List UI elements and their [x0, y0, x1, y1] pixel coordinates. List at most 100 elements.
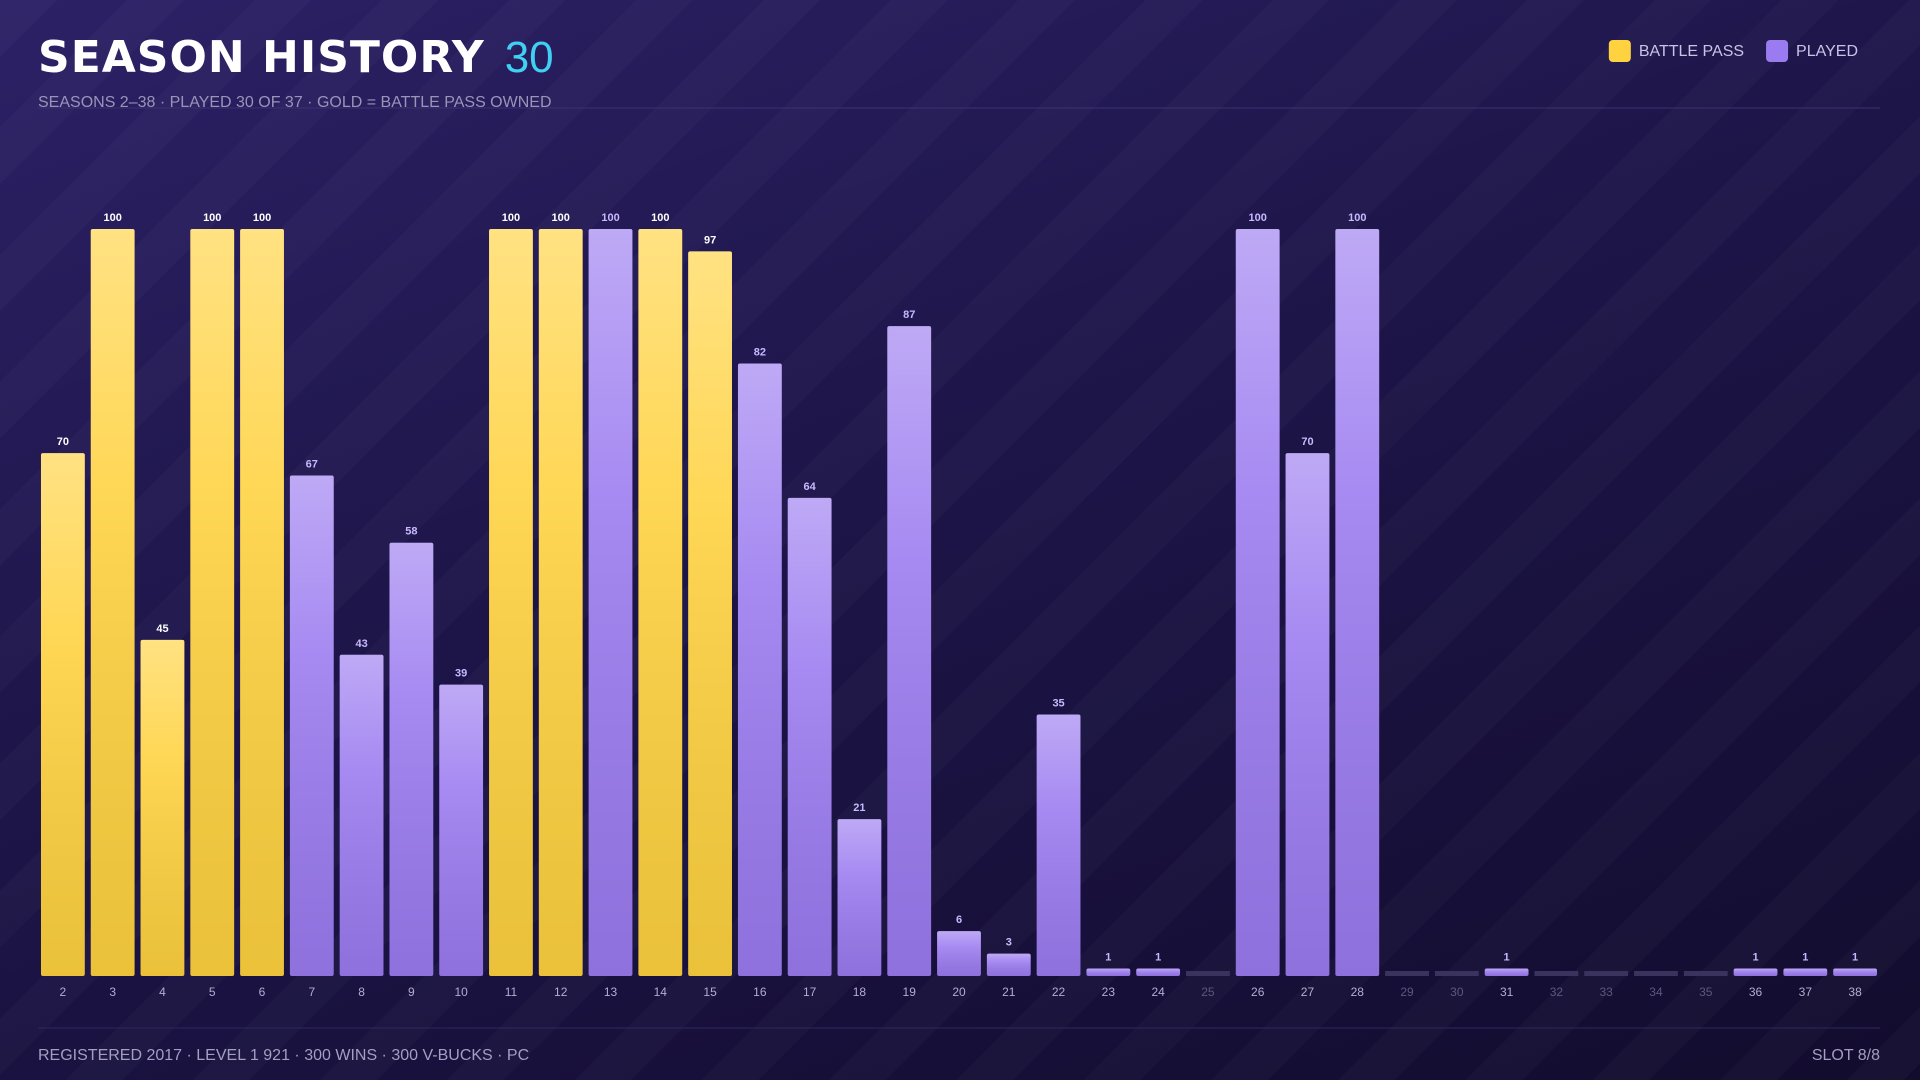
bar-sheen [339, 654, 384, 976]
x-tick-label: 25 [1201, 985, 1215, 999]
played-count: 30 [505, 33, 554, 82]
legend-label: PLAYED [1796, 43, 1858, 60]
bar-sheen [787, 497, 832, 976]
value-label: 100 [1249, 212, 1267, 224]
value-label: 100 [1348, 212, 1366, 224]
bar-sheen [489, 229, 533, 976]
x-tick-label: 24 [1151, 985, 1165, 999]
footer-info: REGISTERED 2017 · LEVEL 1 921 · 300 WINS… [38, 1047, 529, 1064]
x-tick-label: 17 [803, 985, 817, 999]
x-tick-label: 4 [159, 985, 166, 999]
x-tick-label: 36 [1749, 985, 1763, 999]
legend-swatch [1608, 40, 1631, 62]
bar-sheen [986, 953, 1031, 976]
x-tick-label: 23 [1102, 985, 1116, 999]
value-label: 100 [552, 212, 570, 224]
value-label: 1 [1155, 952, 1161, 964]
x-tick-label: 6 [259, 985, 266, 999]
value-label: 1 [1105, 952, 1111, 964]
x-tick-label: 26 [1251, 985, 1265, 999]
bar-sheen [1136, 968, 1181, 976]
x-tick-label: 28 [1351, 985, 1365, 999]
bar-sheen [240, 229, 284, 976]
empty-slot [1385, 971, 1429, 976]
x-tick-label: 33 [1600, 985, 1614, 999]
bar-sheen [1086, 968, 1131, 976]
value-label: 39 [455, 668, 467, 680]
x-tick-label: 9 [408, 985, 415, 999]
value-label: 45 [156, 623, 168, 635]
bar-sheen [1285, 453, 1330, 977]
value-label: 6 [956, 914, 962, 926]
x-tick-label: 18 [853, 985, 867, 999]
x-tick-label: 15 [703, 985, 717, 999]
x-tick-label: 22 [1052, 985, 1066, 999]
empty-slot [1683, 971, 1728, 976]
empty-slot [1634, 971, 1678, 976]
bar-sheen [389, 542, 434, 976]
value-label: 87 [903, 309, 915, 321]
bar-sheen [837, 819, 882, 976]
value-label: 100 [601, 212, 619, 224]
bar-sheen [289, 475, 334, 976]
bar-sheen [90, 229, 135, 976]
value-label: 1 [1752, 952, 1758, 964]
value-label: 1 [1802, 952, 1808, 964]
empty-slot [1534, 971, 1579, 976]
bar-sheen [190, 229, 235, 976]
bar-sheen [1783, 968, 1828, 976]
bar-sheen [1036, 714, 1081, 976]
x-tick-label: 21 [1002, 985, 1016, 999]
x-tick-label: 32 [1550, 985, 1564, 999]
value-label: 97 [704, 234, 716, 246]
bar-sheen [1235, 229, 1280, 976]
x-tick-label: 10 [454, 985, 468, 999]
bar-sheen [140, 639, 185, 976]
value-label: 67 [306, 459, 318, 471]
value-label: 82 [754, 346, 766, 358]
empty-slot [1186, 971, 1230, 976]
x-tick-label: 38 [1848, 985, 1862, 999]
value-label: 100 [502, 212, 520, 224]
x-tick-label: 20 [952, 985, 966, 999]
x-tick-label: 14 [654, 985, 668, 999]
bar-sheen [538, 229, 583, 976]
footer-slot: SLOT 8/8 [1812, 1047, 1880, 1064]
value-label: 100 [103, 212, 121, 224]
x-tick-label: 35 [1699, 985, 1713, 999]
x-tick-label: 13 [604, 985, 618, 999]
x-tick-label: 11 [505, 985, 518, 999]
x-tick-label: 30 [1450, 985, 1464, 999]
value-label: 1 [1852, 952, 1858, 964]
value-label: 70 [57, 436, 69, 448]
x-tick-label: 3 [109, 985, 116, 999]
x-tick-label: 27 [1301, 985, 1315, 999]
x-tick-label: 5 [209, 985, 216, 999]
bar-sheen [737, 363, 782, 977]
value-label: 100 [203, 212, 221, 224]
bar-sheen [937, 931, 981, 976]
x-tick-label: 2 [60, 985, 67, 999]
bar-sheen [1733, 968, 1778, 976]
x-tick-label: 12 [554, 985, 568, 999]
bar-sheen [40, 453, 85, 977]
x-tick-label: 31 [1500, 985, 1514, 999]
x-tick-label: 37 [1799, 985, 1813, 999]
bar-sheen [1484, 968, 1529, 976]
value-label: 3 [1006, 937, 1012, 949]
bar-sheen [638, 229, 683, 976]
empty-slot [1584, 971, 1629, 976]
value-label: 43 [355, 638, 367, 650]
bar-sheen [1335, 229, 1380, 976]
empty-slot [1434, 971, 1479, 976]
value-label: 35 [1052, 698, 1064, 710]
bar-sheen [887, 326, 932, 976]
value-label: 58 [405, 526, 417, 538]
x-tick-label: 34 [1649, 985, 1663, 999]
x-tick-label: 19 [903, 985, 917, 999]
value-label: 21 [853, 802, 865, 814]
x-tick-label: 8 [358, 985, 365, 999]
value-label: 70 [1301, 436, 1313, 448]
chart-title: SEASON HISTORY [38, 32, 485, 83]
